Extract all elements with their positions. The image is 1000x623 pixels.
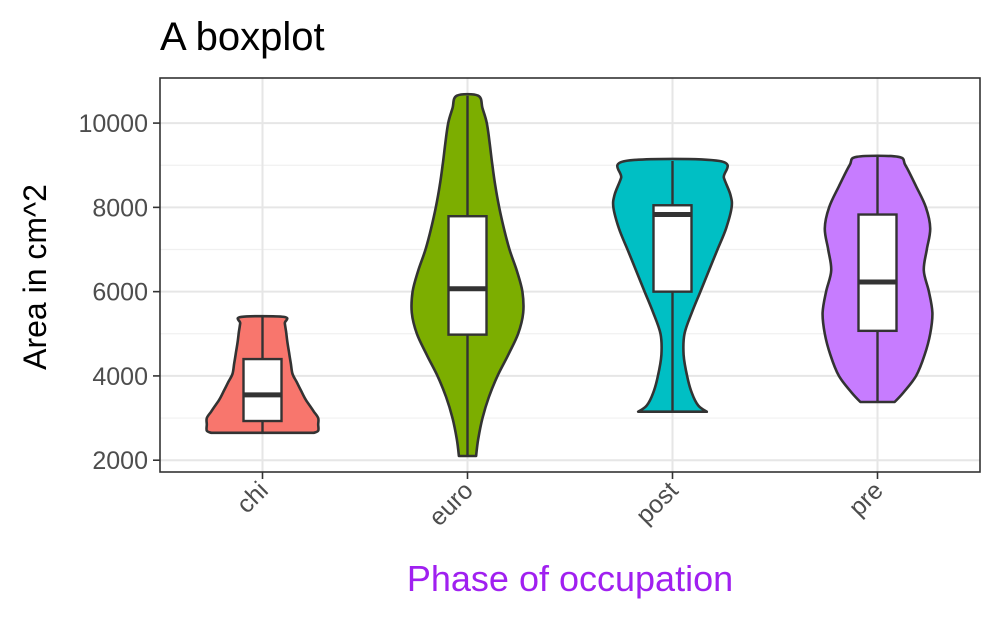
box-euro (447, 215, 488, 336)
box-chi (242, 357, 283, 423)
x-tick-label: post (631, 476, 684, 529)
y-tick-label: 10000 (78, 110, 148, 138)
y-tick-label: 6000 (92, 279, 148, 307)
y-tick-label: 2000 (92, 447, 148, 475)
y-tick-label: 8000 (92, 194, 148, 222)
plot-border (159, 77, 981, 473)
box-pre (857, 213, 898, 333)
x-tick-label: pre (843, 476, 888, 521)
y-tick-label: 4000 (92, 363, 148, 391)
box-post (652, 204, 693, 293)
x-tick-label: chi (231, 476, 273, 518)
x-axis-label: Phase of occupation (407, 558, 733, 599)
y-axis-label: Area in cm^2 (17, 184, 53, 370)
x-tick-label: euro (424, 476, 479, 531)
chart-title: A boxplot (160, 15, 325, 59)
